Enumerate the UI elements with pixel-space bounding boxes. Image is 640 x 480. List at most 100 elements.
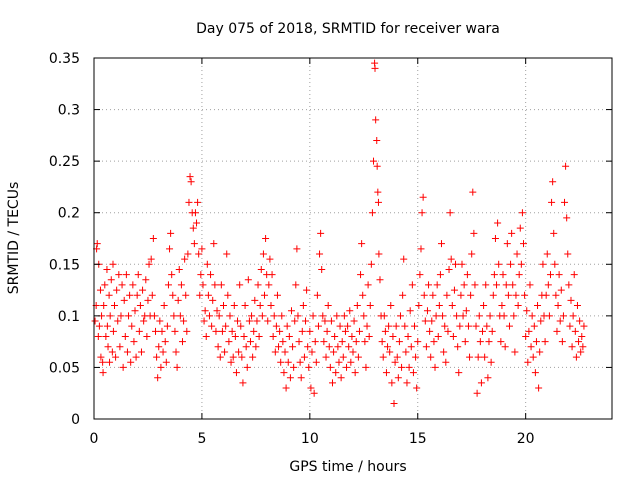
data-point: [170, 312, 178, 320]
data-point: [99, 369, 107, 377]
data-point: [396, 312, 404, 320]
data-point: [447, 255, 455, 263]
data-point: [358, 240, 366, 248]
data-point: [99, 358, 107, 366]
data-point: [338, 338, 346, 346]
data-point: [236, 281, 244, 289]
data-point: [264, 317, 272, 325]
data-point: [516, 224, 524, 232]
data-point: [486, 312, 494, 320]
data-point: [316, 250, 324, 258]
data-point: [485, 338, 493, 346]
data-point: [494, 219, 502, 227]
data-point: [143, 332, 151, 340]
data-point: [480, 302, 488, 310]
data-point: [131, 307, 139, 315]
data-point: [137, 348, 145, 356]
data-point: [400, 255, 408, 263]
data-point: [285, 332, 293, 340]
data-point: [535, 384, 543, 392]
data-point: [300, 353, 308, 361]
data-point: [344, 322, 352, 330]
data-point: [571, 327, 579, 335]
data-point: [168, 271, 176, 279]
data-point: [394, 374, 402, 382]
data-point: [172, 348, 180, 356]
data-point: [267, 302, 275, 310]
data-point: [505, 322, 513, 330]
data-point: [96, 286, 104, 294]
data-point: [479, 327, 486, 335]
data-point: [317, 229, 325, 237]
data-point: [256, 302, 264, 310]
data-point: [399, 291, 407, 299]
data-point: [305, 363, 313, 371]
data-point: [550, 229, 558, 237]
data-point: [488, 327, 496, 335]
data-point: [368, 209, 376, 217]
data-point: [238, 353, 246, 361]
x-tick-label: 0: [90, 431, 99, 447]
data-point: [354, 353, 362, 361]
chart-title: Day 075 of 2018, SRMTID for receiver war…: [196, 21, 500, 37]
data-point: [512, 291, 520, 299]
data-point: [570, 271, 578, 279]
data-point: [517, 260, 525, 268]
data-point: [521, 291, 529, 299]
data-point: [414, 338, 422, 346]
data-point: [534, 302, 542, 310]
data-point: [257, 265, 265, 273]
data-point: [373, 137, 381, 145]
data-point: [406, 307, 414, 315]
data-point: [448, 302, 456, 310]
y-axis-title: SRMTID / TECUs: [6, 182, 22, 295]
data-point: [107, 276, 115, 284]
data-point: [308, 348, 316, 356]
data-point: [450, 286, 458, 294]
data-point: [553, 327, 561, 335]
data-point: [393, 353, 401, 361]
data-point: [91, 317, 99, 325]
data-point: [430, 338, 438, 346]
data-point: [136, 302, 144, 310]
data-point: [242, 343, 250, 351]
data-point: [234, 317, 242, 325]
data-point: [330, 348, 338, 356]
data-point: [213, 307, 221, 315]
data-point: [359, 291, 367, 299]
data-point: [191, 209, 199, 217]
data-point: [515, 271, 523, 279]
data-point: [244, 276, 252, 284]
y-tick-label: 0: [71, 412, 80, 428]
data-point: [135, 327, 143, 335]
data-point: [122, 271, 130, 279]
data-point: [178, 338, 186, 346]
data-point: [297, 374, 305, 382]
data-point: [215, 312, 223, 320]
data-point: [226, 312, 234, 320]
data-point: [408, 281, 416, 289]
data-point: [351, 369, 359, 377]
data-points: [91, 59, 588, 408]
x-tick-label: 5: [197, 431, 206, 447]
data-point: [569, 312, 577, 320]
data-point: [401, 322, 409, 330]
data-point: [221, 348, 229, 356]
data-point: [252, 343, 260, 351]
data-point: [475, 312, 483, 320]
data-point: [490, 271, 498, 279]
data-point: [386, 348, 394, 356]
data-point: [348, 332, 356, 340]
data-point: [579, 343, 587, 351]
data-point: [529, 353, 537, 361]
data-point: [463, 271, 471, 279]
data-point: [202, 332, 210, 340]
data-point: [222, 322, 230, 330]
data-point: [441, 322, 449, 330]
data-point: [446, 209, 454, 217]
data-point: [109, 327, 117, 335]
data-point: [309, 312, 317, 320]
data-point: [277, 358, 285, 366]
data-point: [216, 353, 224, 361]
data-point: [487, 358, 495, 366]
